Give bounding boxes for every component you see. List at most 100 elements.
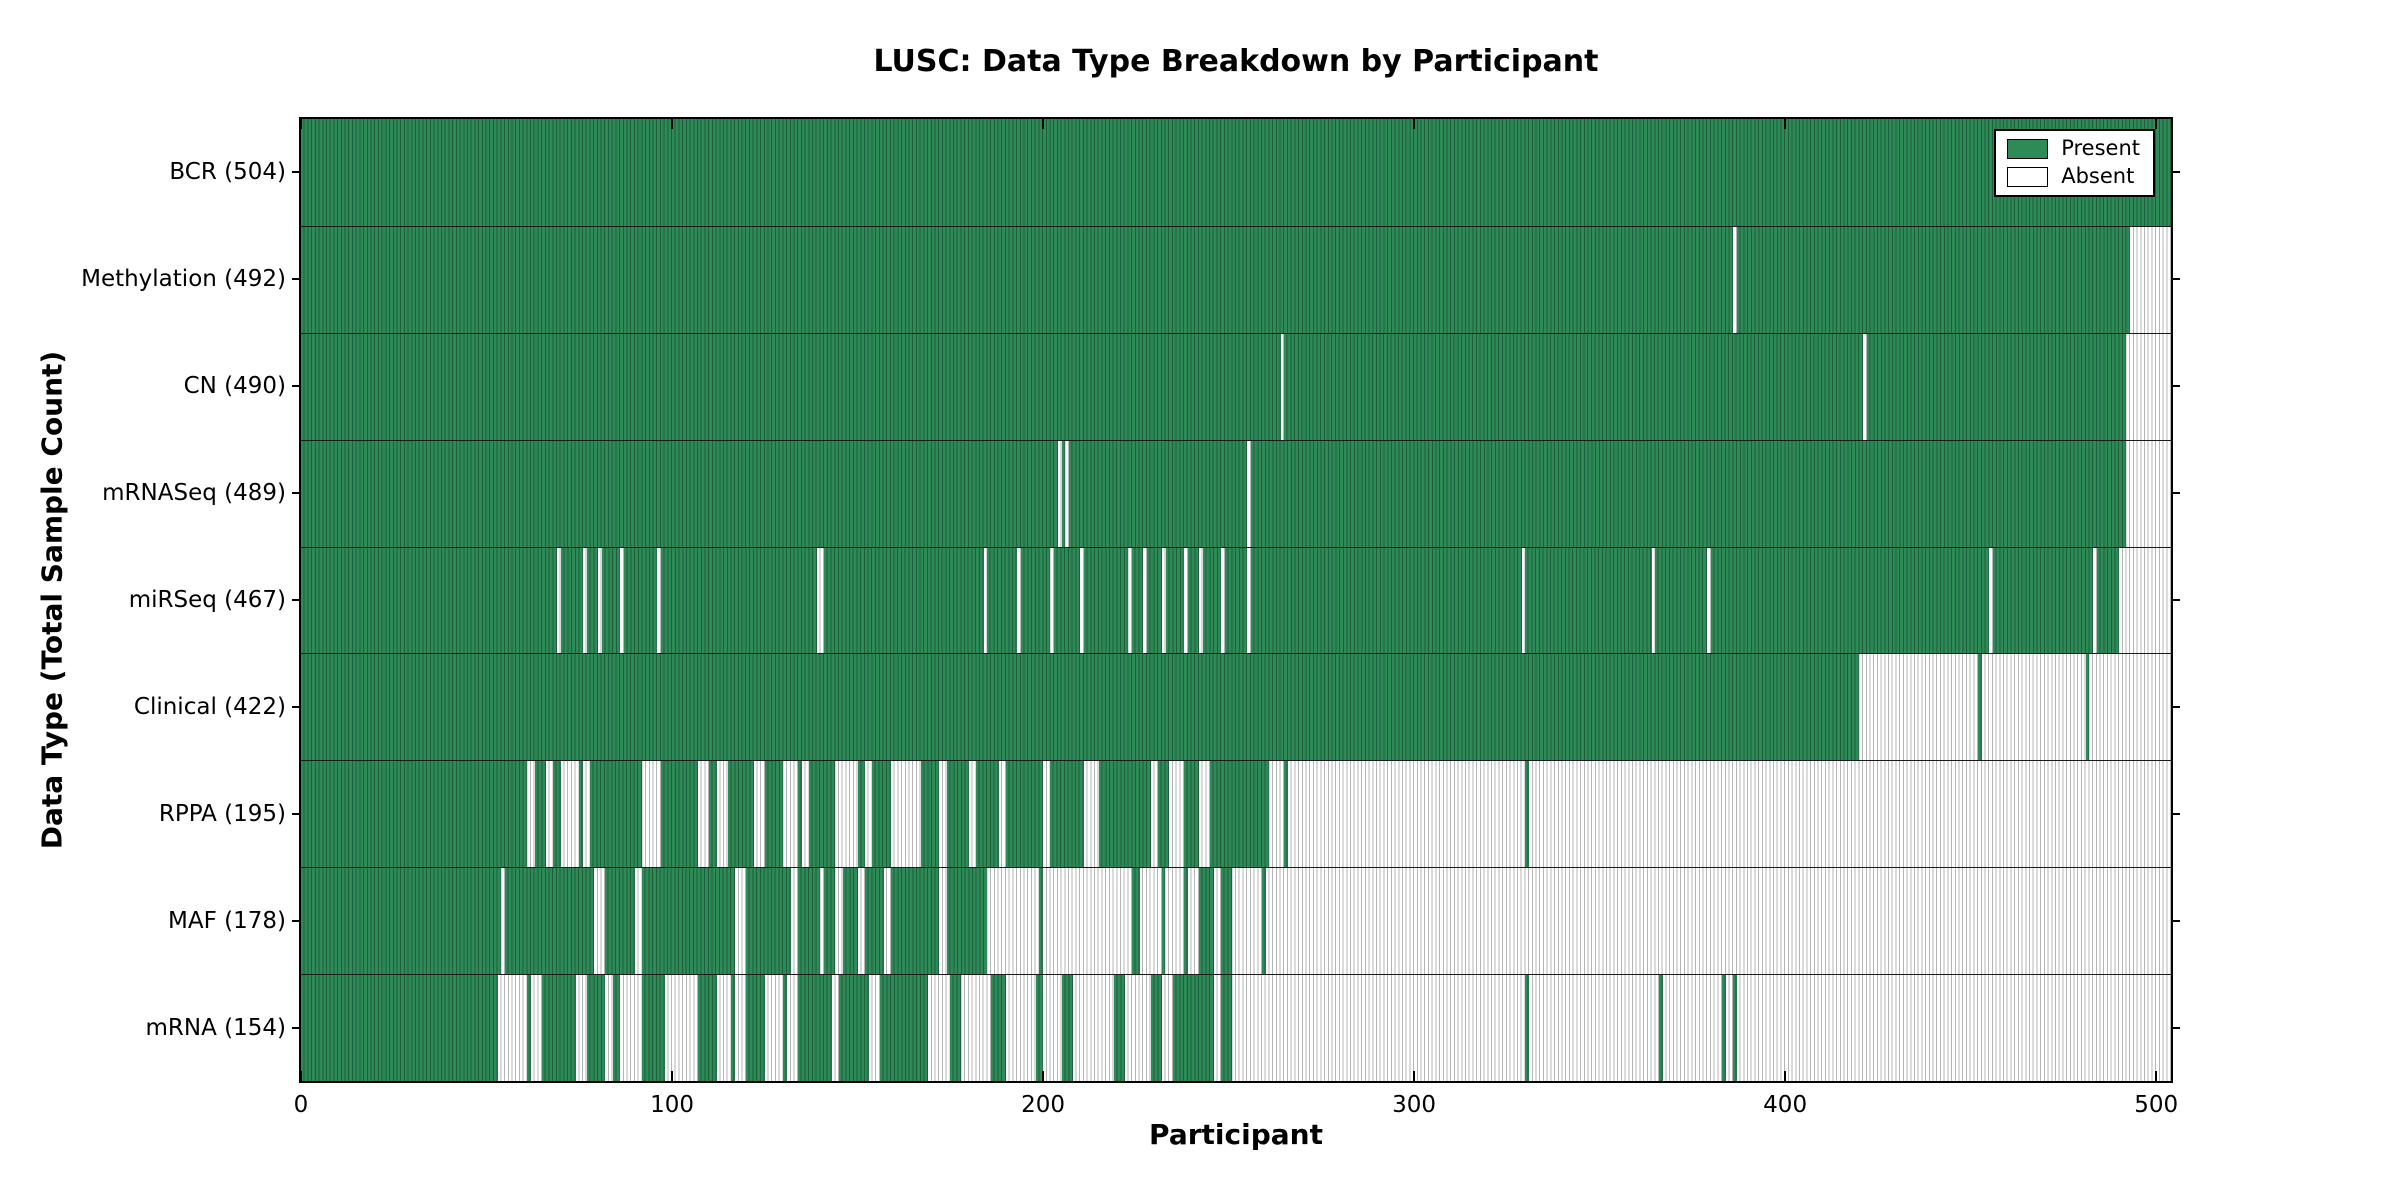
present-segment [698,975,717,1081]
y-tick-mark [2171,812,2180,815]
present-segment [824,868,836,975]
y-tick-mark [292,171,301,174]
present-segment [1992,547,2094,654]
row-band-mRNA [301,974,2171,1081]
y-tick-mark [2171,599,2180,601]
present-segment [579,761,583,868]
x-tick-mark [2155,1071,2158,1081]
present-segment [1866,333,2127,440]
present-segment [857,761,865,868]
y-tick-mark [292,1026,301,1029]
present-segment [301,654,1860,761]
x-tick-label-100: 100 [650,1092,694,1118]
y-tick-mark [2171,385,2180,388]
y-tick-mark [2171,492,2180,495]
present-segment [1525,547,1652,654]
present-segment [764,761,784,868]
y-tick-mark [292,812,301,815]
legend-entry-absent: Absent [2007,166,2140,187]
present-segment [746,868,791,975]
present-segment [809,761,836,868]
x-tick-label-200: 200 [1021,1092,1066,1118]
present-segment [1172,975,1214,1081]
present-segment [1184,761,1199,868]
x-tick-mark [671,119,674,129]
y-tick-label-BCR: BCR (504) [169,159,286,186]
legend: Present Absent [1994,129,2155,197]
present-segment [1098,761,1151,868]
y-tick-mark [2171,1026,2180,1029]
present-segment [301,868,502,975]
present-segment [798,975,832,1081]
y-tick-mark [2171,171,2180,174]
y-tick-label-mRNA: mRNA (154) [145,1014,286,1041]
y-tick-mark [292,492,301,495]
x-tick-label-300: 300 [1392,1092,1437,1118]
present-segment [1210,761,1270,868]
y-tick-mark [292,919,301,922]
present-segment [991,975,1006,1081]
present-segment [605,868,635,975]
present-segment [642,868,736,975]
present-segment [1132,868,1140,975]
present-segment [1736,226,2131,333]
x-tick-mark [1042,1071,1045,1081]
present-segment [798,868,821,975]
present-segment [1069,440,1248,547]
present-segment [1284,333,1864,440]
present-segment [1039,868,1044,975]
x-tick-label-400: 400 [1763,1092,1808,1118]
x-axis-label: Participant [1149,1118,1323,1151]
present-segment [301,440,1058,547]
present-segment [1250,547,1522,654]
present-segment [590,761,643,868]
present-segment [1165,547,1185,654]
x-tick-mark [1784,119,1787,129]
y-tick-label-Clinical: Clinical (422) [133,693,286,720]
row-band-CN [301,332,2171,440]
present-segment [1250,440,2127,547]
present-segment [1224,547,1248,654]
present-segment [1005,761,1044,868]
y-tick-mark [292,599,301,601]
present-segment [586,547,598,654]
present-segment [527,975,532,1081]
y-tick-label-Methylation: Methylation (492) [81,266,286,293]
present-segment [1150,975,1162,1081]
present-segment [946,761,969,868]
x-tick-mark [2155,119,2158,129]
legend-absent-label: Absent [2061,164,2135,188]
present-segment [2085,654,2090,761]
present-segment [1132,547,1144,654]
chart-title: LUSC: Data Type Breakdown by Participant [873,44,1599,79]
present-segment [731,975,736,1081]
present-segment [1284,761,1288,868]
present-segment [946,868,988,975]
row-band-Clinical [301,653,2171,761]
present-segment [1146,547,1162,654]
x-tick-mark [1413,119,1416,129]
present-segment [1221,975,1233,1081]
present-segment [1061,975,1073,1081]
present-segment [976,761,999,868]
present-segment [560,547,583,654]
present-segment [534,761,546,868]
row-band-miRSeq [301,546,2171,654]
present-segment [890,868,940,975]
present-segment [1187,547,1199,654]
present-segment [872,761,891,868]
present-segment [1083,547,1129,654]
present-segment [709,761,717,868]
present-segment [1710,547,1990,654]
present-segment [542,975,576,1081]
present-segment [1655,547,1708,654]
present-segment [1202,547,1222,654]
present-segment [601,547,621,654]
present-segment [642,975,665,1081]
present-segment [1061,440,1066,547]
present-segment [1020,547,1051,654]
y-tick-label-MAF: MAF (178) [168,907,286,934]
present-segment [1054,547,1081,654]
y-tick-mark [292,705,301,708]
